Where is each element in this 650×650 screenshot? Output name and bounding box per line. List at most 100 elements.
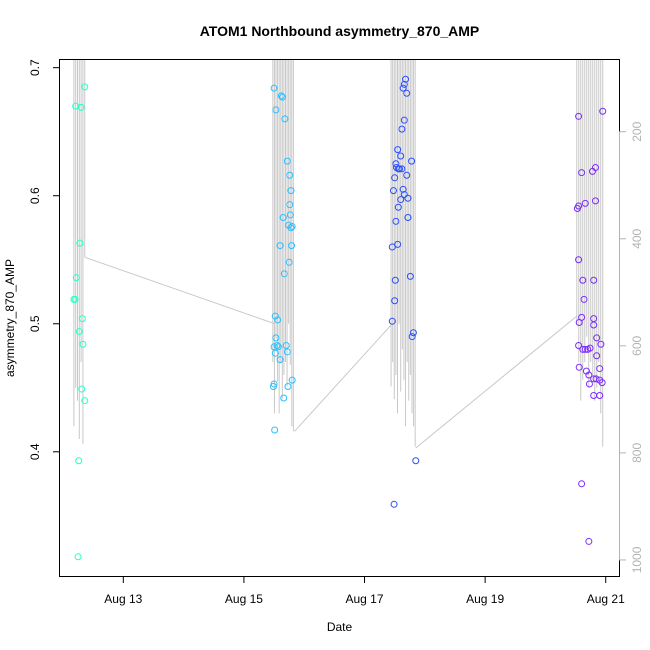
data-point: [391, 276, 399, 284]
data-point: [593, 352, 601, 360]
data-point: [284, 383, 292, 391]
data-point: [590, 315, 598, 323]
data-point: [280, 394, 288, 402]
secondary-y-axis: 200 400 600 800 1000: [619, 121, 644, 573]
data-point: [409, 329, 417, 337]
data-point: [581, 199, 589, 207]
secondary-y-tick-label: 400: [630, 228, 644, 248]
y-tick-label: 0.5: [28, 315, 42, 332]
data-point: [579, 345, 587, 353]
x-tick-label: Aug 17: [346, 592, 384, 606]
data-point: [394, 203, 402, 211]
data-point: [288, 242, 296, 250]
data-point: [582, 367, 590, 375]
data-point: [277, 92, 285, 100]
data-point: [72, 274, 80, 282]
data-point: [271, 349, 279, 357]
y-axis: 0.4 0.5 0.6 0.7: [28, 59, 60, 460]
data-point: [408, 333, 416, 341]
y-axis-label: asymmetry_870_AMP: [3, 259, 17, 377]
data-point: [388, 317, 396, 325]
data-point: [403, 171, 411, 179]
data-point: [400, 116, 408, 124]
secondary-y-tick-label: 800: [630, 443, 644, 463]
data-point: [272, 334, 280, 342]
data-point: [596, 391, 604, 399]
data-point: [398, 165, 406, 173]
data-point: [585, 537, 593, 545]
x-tick-label: Aug 13: [104, 592, 142, 606]
data-point: [394, 240, 402, 248]
connecting-lines: [84, 256, 578, 449]
secondary-y-tick-label: 600: [630, 336, 644, 356]
spike-lines: [73, 60, 604, 447]
data-point: [81, 83, 89, 91]
data-point: [280, 270, 288, 278]
secondary-y-tick-label: 1000: [630, 546, 644, 573]
data-point: [282, 342, 290, 350]
y-tick-label: 0.6: [28, 187, 42, 204]
data-point: [75, 327, 83, 335]
data-point: [269, 383, 277, 391]
data-point: [272, 106, 280, 114]
data-point: [77, 103, 85, 111]
secondary-y-tick-label: 200: [630, 121, 644, 141]
data-point: [399, 84, 407, 92]
data-point: [287, 224, 295, 232]
data-point: [283, 348, 291, 356]
data-point: [585, 371, 593, 379]
data-point: [398, 125, 406, 133]
data-point: [391, 297, 399, 305]
x-axis: Aug 13 Aug 15 Aug 17 Aug 19 Aug 21: [104, 576, 625, 606]
data-point: [288, 222, 296, 230]
data-point: [270, 380, 278, 388]
data-point: [288, 376, 296, 384]
data-point: [394, 146, 402, 154]
data-point: [404, 194, 412, 202]
data-point: [598, 379, 606, 387]
data-point: [276, 356, 284, 364]
data-point: [81, 397, 89, 405]
data-point: [279, 213, 287, 221]
data-point: [585, 380, 593, 388]
data-point: [578, 480, 586, 488]
data-point: [270, 84, 278, 92]
data-point: [412, 457, 420, 465]
data-point: [74, 553, 82, 561]
connecting-line: [84, 256, 275, 325]
data-point: [575, 342, 583, 350]
data-point: [581, 345, 589, 353]
data-point: [287, 187, 295, 195]
data-point: [391, 174, 399, 182]
data-point: [597, 340, 605, 348]
data-point: [285, 258, 293, 266]
data-point: [575, 112, 583, 120]
data-points: [70, 75, 607, 561]
data-point: [586, 344, 594, 352]
data-point: [402, 75, 410, 83]
data-point: [281, 115, 289, 123]
data-point: [388, 243, 396, 251]
data-point: [590, 276, 598, 284]
data-point: [399, 185, 407, 193]
data-point: [279, 93, 287, 101]
data-point: [590, 321, 598, 329]
data-point: [591, 197, 599, 205]
data-point: [70, 295, 78, 303]
data-point: [403, 89, 411, 97]
data-point: [404, 213, 412, 221]
x-tick-label: Aug 21: [587, 592, 625, 606]
data-point: [274, 343, 282, 351]
x-tick-label: Aug 19: [466, 592, 504, 606]
data-point: [273, 342, 281, 350]
data-point: [579, 276, 587, 284]
data-point: [76, 239, 84, 247]
data-point: [400, 190, 408, 198]
connecting-line: [415, 315, 578, 449]
chart-title: ATOM1 Northbound asymmetry_870_AMP: [200, 23, 480, 39]
data-point: [400, 80, 408, 88]
connecting-line: [294, 323, 393, 432]
data-point: [578, 169, 586, 177]
data-point: [75, 457, 83, 465]
